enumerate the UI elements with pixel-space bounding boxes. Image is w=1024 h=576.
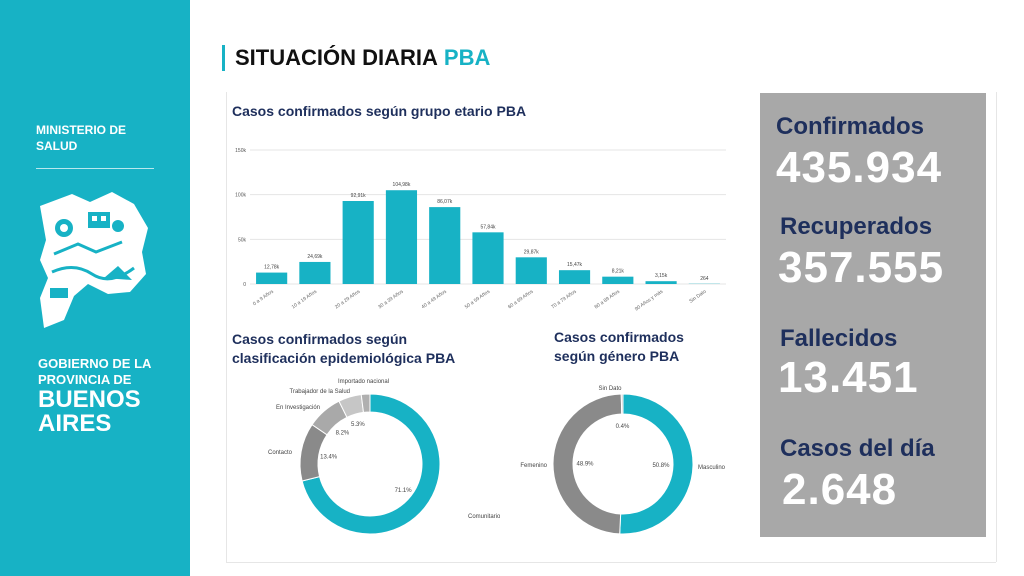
bar-chart-x-tick: 80 a 89 Años <box>594 288 622 310</box>
donut-slice <box>360 393 371 413</box>
bar-chart-title: Casos confirmados según grupo etario PBA <box>232 103 527 119</box>
stat-value-recovered: 357.555 <box>778 243 945 292</box>
donut-pct-label: 71.1% <box>395 488 413 494</box>
bar-chart-x-tick: 50 a 59 Años <box>464 288 492 310</box>
bar-chart-x-tick: 90 Años y más <box>634 288 665 312</box>
stats-panel: Confirmados 435.934 Recuperados 357.555 … <box>760 93 986 537</box>
bar-chart-y-tick: 0 <box>243 282 246 288</box>
bar-chart-data-label: 86,07k <box>437 199 453 205</box>
donut-slice <box>619 393 694 535</box>
donut-slice <box>620 393 624 415</box>
bar-chart-data-label: 264 <box>700 276 709 282</box>
donut-category-label: Comunitario <box>468 514 500 520</box>
bar-chart-y-tick: 50k <box>238 237 247 243</box>
bar-chart-bar <box>342 201 374 284</box>
age-group-bar-chart: 0 50k 100k 150k 12,78k 0 a 9 Años 24,69k 10 a 1… <box>235 148 726 312</box>
stat-label-daily: Casos del día <box>780 435 935 462</box>
bar-chart-x-tick: 40 a 49 Años <box>421 288 449 310</box>
bar-chart-data-label: 15,47k <box>567 262 583 268</box>
bar-chart-data-label: 8,21k <box>612 269 625 275</box>
donut1-title: Casos confirmados según clasificación ep… <box>232 330 455 368</box>
bar-chart-y-tick: 100k <box>235 193 246 199</box>
bar-chart-data-label: 12,78k <box>264 265 280 271</box>
donut2-title: Casos confirmados según género PBA <box>554 328 684 366</box>
donut-category-label: Trabajador de la Salud <box>290 389 350 395</box>
donut-pct-label: 50.8% <box>652 463 670 469</box>
gov-line-4-text: AIRES <box>38 410 112 437</box>
donut-slice <box>301 393 441 535</box>
gender-donut-chart: 50.8% 48.9% 0.4% Masculino Femenino Sin Dato <box>520 386 726 535</box>
stat-value-deaths: 13.451 <box>778 353 919 402</box>
bar-chart-x-tick: 60 a 69 Años <box>507 288 535 310</box>
donut-category-label: Importado nacional <box>338 379 389 385</box>
donut-slice <box>299 423 328 482</box>
bar-chart-data-label: 92,91k <box>351 193 367 199</box>
bar-chart-x-tick: 20 a 29 Años <box>334 288 362 310</box>
bar-chart-x-tick: 10 a 19 Años <box>291 288 319 310</box>
bar-chart-bar <box>385 190 418 284</box>
province-map-logo-icon <box>40 192 148 328</box>
ministry-name: MINISTERIO DE SALUD <box>36 123 127 153</box>
bar-chart-bar <box>299 261 331 284</box>
gov-line-big: BUENOS AIRES <box>38 388 141 436</box>
stat-value-daily: 2.648 <box>782 465 898 514</box>
content-frame-right <box>996 92 997 562</box>
content-frame-bottom <box>226 562 996 563</box>
donut-category-label: Masculino <box>698 465 726 471</box>
epidemiological-donut-chart: 71.1% 13.4% 8.2%5.3% Comunitario Contacto En … <box>268 379 500 535</box>
bar-chart-bar <box>472 232 504 284</box>
donut2-title-line2: según género PBA <box>554 348 680 364</box>
donut-category-label: Sin Dato <box>598 386 622 392</box>
bar-chart-data-label: 57,84k <box>480 224 496 230</box>
bar-chart-x-tick: 30 a 39 Años <box>377 288 405 310</box>
content-frame-left <box>226 92 227 562</box>
bar-chart-data-label: 3,15k <box>655 273 668 279</box>
bar-chart-y-tick: 150k <box>235 148 246 154</box>
bar-chart-data-label: 24,69k <box>307 254 323 260</box>
bar-chart-bar <box>429 207 461 284</box>
donut-pct-label: 48.9% <box>576 462 594 468</box>
bar-chart-bar <box>645 281 677 284</box>
page-title-accent: PBA <box>443 45 491 70</box>
stat-label-confirmed: Confirmados <box>776 113 925 140</box>
bar-chart-data-label: 29,87k <box>524 249 540 255</box>
bar-chart-x-tick: Sin Dato <box>688 289 707 305</box>
donut-category-label: En Investigación <box>276 405 320 411</box>
stat-value-confirmed: 435.934 <box>776 143 943 192</box>
donut-category-label: Contacto <box>268 450 293 456</box>
bar-chart-x-tick: 70 a 79 Años <box>550 288 578 310</box>
bar-chart-bar <box>558 270 591 284</box>
page-title: SITUACIÓN DIARIA <box>235 45 438 70</box>
donut2-title-line1: Casos confirmados <box>554 329 684 345</box>
page-header: SITUACIÓN DIARIA PBA <box>222 44 490 72</box>
bar-chart-bar <box>256 272 288 284</box>
gov-line-1-text: GOBIERNO DE LA <box>38 356 152 371</box>
stat-label-deaths: Fallecidos <box>780 325 898 352</box>
header-accent-bar <box>222 45 225 71</box>
donut1-title-line2: clasificación epidemiológica PBA <box>232 350 456 366</box>
donut-pct-label: 13.4% <box>320 455 338 461</box>
sidebar-divider <box>36 168 154 169</box>
donut-pct-label: 0.4% <box>616 424 630 430</box>
stat-label-recovered: Recuperados <box>780 213 933 240</box>
donut-pct-label: 8.2% <box>336 430 350 436</box>
donut1-title-line1: Casos confirmados según <box>232 331 408 347</box>
gov-line-3-text: BUENOS <box>38 386 141 413</box>
bar-chart-x-tick: 0 a 9 Años <box>252 288 275 307</box>
donut-pct-label: 5.3% <box>351 422 365 428</box>
gov-line-1: GOBIERNO DE LA PROVINCIA DE <box>38 356 151 388</box>
bar-chart-bar <box>515 257 547 284</box>
gov-line-2-text: PROVINCIA DE <box>38 372 132 387</box>
donut-category-label: Femenino <box>520 463 547 469</box>
bar-chart-bar <box>602 276 634 284</box>
sidebar: MINISTERIO DE SALUD GOBIERNO DE LA PROVI… <box>0 0 190 576</box>
bar-chart-data-label: 104,98k <box>393 182 411 188</box>
